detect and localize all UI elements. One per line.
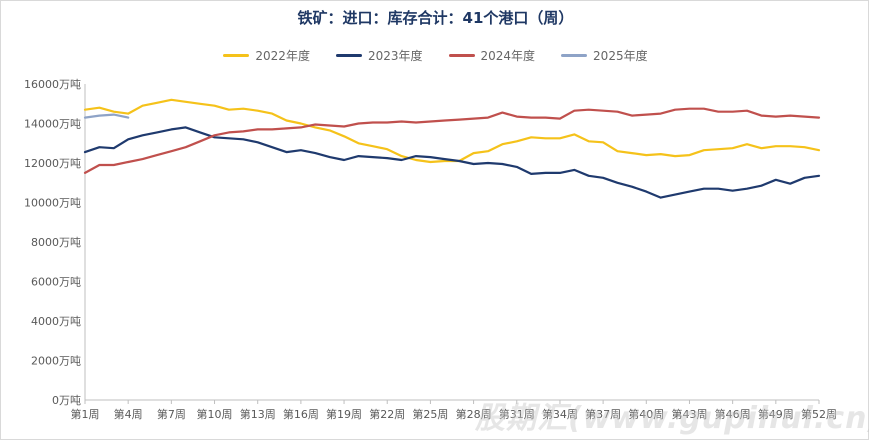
x-tick-label: 第31周 <box>499 407 535 421</box>
y-tick-label: 6000万吨 <box>31 276 81 289</box>
chart-legend: 2022年度 2023年度 2024年度 2025年度 <box>1 47 869 64</box>
x-tick-label: 第22周 <box>369 407 405 421</box>
x-tick-label: 第25周 <box>412 407 448 421</box>
x-tick-label: 第28周 <box>456 407 492 421</box>
series-line <box>83 107 821 174</box>
x-tick-label: 第34周 <box>542 407 578 421</box>
legend-item: 2023年度 <box>335 47 423 64</box>
x-tick-label: 第52周 <box>801 407 837 421</box>
y-tick-label: 10000万吨 <box>24 197 81 210</box>
legend-label: 2023年度 <box>367 49 423 63</box>
x-tick-label: 第7周 <box>157 407 186 421</box>
series-line <box>83 113 130 119</box>
x-tick-label: 第43周 <box>671 407 707 421</box>
y-tick-label: 12000万吨 <box>24 157 81 170</box>
legend-swatch <box>561 54 588 57</box>
chart-title: 铁矿：进口：库存合计：41个港口（周） <box>297 9 574 27</box>
x-tick-label: 第19周 <box>326 407 362 421</box>
y-tick-label: 16000万吨 <box>24 78 81 91</box>
y-tick-label: 4000万吨 <box>31 315 81 328</box>
x-tick-label: 第37周 <box>585 407 621 421</box>
watermark: 股期汇(www.gupihui.cn) <box>475 401 869 436</box>
x-tick-label: 第40周 <box>628 407 664 421</box>
x-tick-label: 第10周 <box>197 407 233 421</box>
y-tick-label: 0万吨 <box>52 394 81 407</box>
y-tick-label: 2000万吨 <box>31 355 81 368</box>
x-tick-label: 第46周 <box>715 407 751 421</box>
y-tick-label: 8000万吨 <box>31 236 81 249</box>
legend-label: 2025年度 <box>593 49 648 63</box>
series-line <box>83 126 821 199</box>
legend-swatch <box>223 54 250 57</box>
x-tick-label: 第13周 <box>240 407 276 421</box>
legend-label: 2024年度 <box>480 49 536 63</box>
legend-item: 2025年度 <box>561 47 648 64</box>
legend-swatch <box>335 54 362 57</box>
legend-swatch <box>448 54 475 57</box>
x-tick-label: 第49周 <box>758 407 794 421</box>
legend-label: 2022年度 <box>255 49 310 63</box>
y-tick-label: 14000万吨 <box>24 118 81 131</box>
x-tick-label: 第4周 <box>114 407 143 421</box>
x-tick-label: 第1周 <box>71 407 100 421</box>
legend-item: 2022年度 <box>223 47 310 64</box>
legend-item: 2024年度 <box>448 47 536 64</box>
x-tick-label: 第16周 <box>283 407 319 421</box>
